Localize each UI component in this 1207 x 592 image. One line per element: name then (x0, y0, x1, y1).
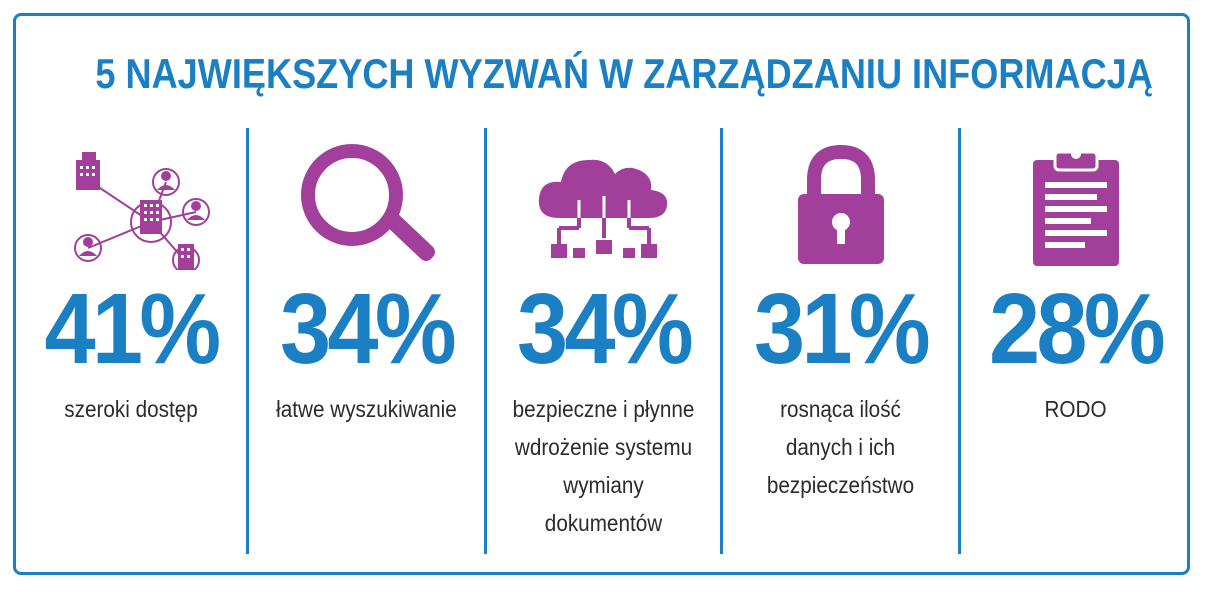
percent-value: 41% (44, 273, 221, 385)
column-divider (484, 128, 487, 554)
challenge-label: rosnąca ilość danych i ich bezpieczeństw… (766, 396, 915, 498)
percent-value: 34% (516, 273, 694, 385)
challenge-item-search: 34% łatwe wyszukiwanie (249, 128, 484, 554)
challenge-item-gdpr: 28% RODO (961, 128, 1190, 554)
challenge-item-document-exchange: 34% bezpieczne i płynne wdrożenie system… (487, 128, 720, 554)
percent-value: 28% (988, 273, 1166, 385)
challenge-label: bezpieczne i płynne wdrożenie systemu wy… (512, 396, 695, 536)
column-divider (720, 128, 723, 554)
percent-value: 31% (753, 273, 931, 385)
challenge-label: RODO (1044, 396, 1107, 422)
clipboard-icon (1032, 149, 1119, 266)
magnifier-icon (300, 144, 435, 261)
challenge-label: łatwe wyszukiwanie (276, 396, 457, 422)
percent-value: 34% (279, 273, 457, 385)
challenge-label: szeroki dostęp (64, 396, 198, 422)
network-icon (74, 152, 210, 270)
column-divider (246, 128, 249, 554)
infographic-frame (13, 13, 1190, 575)
challenge-item-access: 41% szeroki dostęp (16, 128, 246, 554)
challenge-item-data-security: 31% rosnąca ilość danych i ich bezpiecze… (723, 128, 958, 554)
column-divider (958, 128, 961, 554)
page-title: 5 NAJWIĘKSZYCH WYZWAŃ W ZARZĄDZANIU INFO… (95, 50, 1153, 97)
cloud-network-icon (538, 159, 667, 258)
padlock-icon (797, 144, 884, 264)
